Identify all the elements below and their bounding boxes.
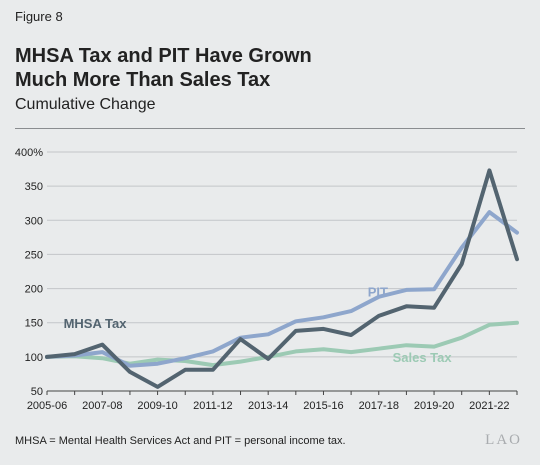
pit-label: PIT — [368, 285, 388, 300]
y-axis-ticks: 50 100 150 200 250 300 350 400% — [15, 147, 43, 398]
figure-label: Figure 8 — [15, 9, 63, 24]
title-line-1: MHSA Tax and PIT Have Grown — [15, 45, 312, 67]
gridlines — [47, 151, 517, 392]
y-tick-label: 350 — [25, 181, 43, 193]
chart-subtitle: Cumulative Change — [15, 96, 156, 113]
y-tick-label: 50 — [31, 386, 43, 398]
chart-title: MHSA Tax and PIT Have Grown Much More Th… — [15, 44, 455, 92]
title-line-2: Much More Than Sales Tax — [15, 69, 271, 91]
x-tick-label: 2011-12 — [193, 400, 233, 412]
x-tick-label: 2013-14 — [248, 400, 288, 412]
title-divider — [15, 128, 525, 129]
y-tick-label: 200 — [25, 284, 43, 296]
x-tick-label: 2009-10 — [137, 400, 177, 412]
mhsa-tax-label: MHSA Tax — [64, 316, 128, 331]
x-tick-label: 2015-16 — [303, 400, 343, 412]
sales-tax-label: Sales Tax — [393, 350, 453, 365]
pit-line — [45, 210, 519, 368]
x-tick-label: 2005-06 — [27, 400, 67, 412]
x-tick-label: 2007-08 — [82, 400, 122, 412]
lao-logo: LAO — [485, 432, 522, 448]
y-tick-label: 300 — [25, 215, 43, 227]
y-tick-label: 400% — [15, 147, 43, 159]
x-tick-label: 2017-18 — [359, 400, 399, 412]
x-tick-label: 2021-22 — [469, 400, 509, 412]
mhsa-tax-line — [45, 168, 519, 389]
footnote: MHSA = Mental Health Services Act and PI… — [15, 435, 346, 447]
series-lines — [45, 168, 519, 389]
series-labels: Sales Tax PIT MHSA Tax — [64, 285, 453, 365]
x-tick-label: 2019-20 — [414, 400, 454, 412]
y-tick-label: 250 — [25, 249, 43, 261]
y-tick-label: 150 — [25, 318, 43, 330]
x-axis-ticks: 2005-06 2007-08 2009-10 2011-12 2013-14 2015-… — [27, 391, 518, 412]
y-tick-label: 100 — [25, 352, 43, 364]
